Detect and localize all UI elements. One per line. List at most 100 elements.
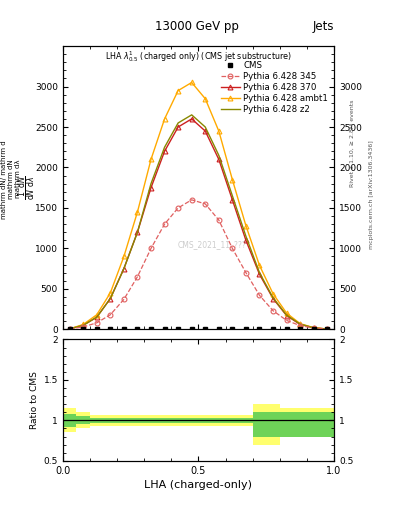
Pythia 6.428 370 [271,295,275,302]
Pythia 6.428 ambt1 [244,223,248,229]
Pythia 6.428 ambt1 [203,96,208,102]
CMS [217,326,221,332]
Pythia 6.428 370 [298,322,303,328]
CMS [162,326,167,332]
CMS [298,326,303,332]
CMS [230,326,235,332]
Text: mcplots.cern.ch [arXiv:1306.3436]: mcplots.cern.ch [arXiv:1306.3436] [369,140,375,249]
Pythia 6.428 345 [149,245,153,251]
Pythia 6.428 345 [257,292,262,298]
Pythia 6.428 ambt1 [230,177,235,183]
Pythia 6.428 z2 [230,193,235,199]
Pythia 6.428 370 [284,312,289,318]
Pythia 6.428 z2 [271,295,275,301]
Pythia 6.428 345 [271,308,275,314]
Line: Pythia 6.428 z2: Pythia 6.428 z2 [70,115,327,329]
Pythia 6.428 z2 [311,325,316,331]
Text: LHA $\lambda^{1}_{0.5}$ (charged only) (CMS jet substructure): LHA $\lambda^{1}_{0.5}$ (charged only) (… [105,49,292,64]
X-axis label: LHA (charged-only): LHA (charged-only) [145,480,252,490]
Pythia 6.428 ambt1 [189,79,194,86]
CMS [81,326,86,332]
Pythia 6.428 z2 [244,233,248,239]
Pythia 6.428 ambt1 [81,322,86,328]
Pythia 6.428 ambt1 [121,253,126,260]
CMS [284,326,289,332]
Pythia 6.428 ambt1 [271,291,275,297]
Pythia 6.428 370 [217,156,221,162]
Pythia 6.428 z2 [162,144,167,151]
CMS [244,326,248,332]
Text: Rivet 3.1.10, ≥ 2.8M events: Rivet 3.1.10, ≥ 2.8M events [350,100,355,187]
Pythia 6.428 z2 [94,314,99,320]
Pythia 6.428 370 [189,116,194,122]
Pythia 6.428 ambt1 [149,156,153,162]
Pythia 6.428 z2 [203,124,208,130]
Pythia 6.428 345 [135,273,140,280]
Pythia 6.428 ambt1 [257,262,262,268]
Pythia 6.428 370 [149,185,153,191]
Text: Jets: Jets [312,20,334,33]
Pythia 6.428 ambt1 [162,116,167,122]
Pythia 6.428 ambt1 [325,326,330,332]
Pythia 6.428 345 [311,325,316,331]
Pythia 6.428 345 [217,217,221,223]
Pythia 6.428 ambt1 [311,325,316,331]
Pythia 6.428 370 [81,322,86,328]
Legend: CMS, Pythia 6.428 345, Pythia 6.428 370, Pythia 6.428 ambt1, Pythia 6.428 z2: CMS, Pythia 6.428 345, Pythia 6.428 370,… [219,59,330,116]
Pythia 6.428 345 [176,205,180,211]
Pythia 6.428 z2 [189,112,194,118]
Pythia 6.428 z2 [108,295,113,302]
CMS [67,326,72,332]
CMS [135,326,140,332]
CMS [176,326,180,332]
Text: $\frac{1}{\mathrm{d}N}\frac{\mathrm{d}N}{\mathrm{d}\lambda}$: $\frac{1}{\mathrm{d}N}\frac{\mathrm{d}N}… [17,175,39,200]
Line: Pythia 6.428 370: Pythia 6.428 370 [67,116,330,331]
Pythia 6.428 370 [94,314,99,320]
CMS [94,326,99,332]
Pythia 6.428 345 [162,221,167,227]
Pythia 6.428 z2 [67,326,72,332]
Pythia 6.428 345 [108,312,113,318]
CMS [149,326,153,332]
Pythia 6.428 z2 [217,152,221,158]
Pythia 6.428 345 [203,201,208,207]
Pythia 6.428 ambt1 [298,321,303,327]
Text: 13000 GeV pp: 13000 GeV pp [154,20,239,33]
Pythia 6.428 ambt1 [108,290,113,296]
Pythia 6.428 ambt1 [284,310,289,316]
Line: Pythia 6.428 345: Pythia 6.428 345 [67,198,330,331]
Pythia 6.428 370 [325,326,330,332]
Pythia 6.428 ambt1 [67,326,72,332]
CMS [271,326,275,332]
Pythia 6.428 345 [67,326,72,332]
CMS [257,326,262,332]
CMS [121,326,126,332]
Pythia 6.428 370 [230,197,235,203]
Pythia 6.428 370 [121,266,126,272]
Pythia 6.428 370 [135,229,140,236]
CMS [189,326,194,332]
Pythia 6.428 z2 [325,326,330,332]
Pythia 6.428 345 [298,323,303,329]
Pythia 6.428 370 [257,271,262,278]
Pythia 6.428 z2 [284,312,289,318]
Pythia 6.428 ambt1 [176,88,180,94]
CMS [108,326,113,332]
Text: CMS_2021_11_???: CMS_2021_11_??? [178,240,246,249]
Line: Pythia 6.428 ambt1: Pythia 6.428 ambt1 [67,80,330,331]
Pythia 6.428 345 [325,326,330,332]
CMS [325,326,330,332]
Pythia 6.428 345 [230,245,235,251]
Pythia 6.428 z2 [81,322,86,328]
CMS [311,326,316,332]
Pythia 6.428 ambt1 [217,128,221,134]
Pythia 6.428 345 [284,317,289,324]
CMS [203,326,208,332]
Pythia 6.428 370 [203,128,208,134]
Pythia 6.428 370 [162,148,167,154]
Pythia 6.428 345 [121,296,126,303]
Pythia 6.428 z2 [149,181,153,187]
Pythia 6.428 345 [81,324,86,330]
Pythia 6.428 z2 [257,270,262,276]
Pythia 6.428 370 [176,124,180,130]
